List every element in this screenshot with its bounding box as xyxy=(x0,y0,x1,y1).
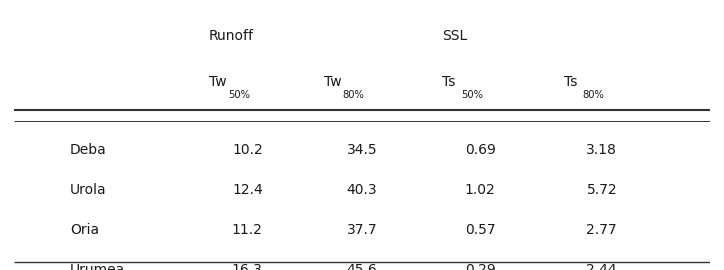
Text: 12.4: 12.4 xyxy=(232,183,263,197)
Text: 0.29: 0.29 xyxy=(465,263,495,270)
Text: 50%: 50% xyxy=(460,90,483,100)
Text: 50%: 50% xyxy=(228,90,250,100)
Text: Runoff: Runoff xyxy=(209,29,254,43)
Text: 1.02: 1.02 xyxy=(465,183,495,197)
Text: Urola: Urola xyxy=(70,183,106,197)
Text: Ts: Ts xyxy=(442,75,455,89)
Text: 2.44: 2.44 xyxy=(586,263,617,270)
Text: 11.2: 11.2 xyxy=(232,223,263,237)
Text: 2.77: 2.77 xyxy=(586,223,617,237)
Text: Oria: Oria xyxy=(70,223,99,237)
Text: 80%: 80% xyxy=(342,90,364,100)
Text: 16.3: 16.3 xyxy=(232,263,263,270)
Text: 40.3: 40.3 xyxy=(347,183,377,197)
Text: Ts: Ts xyxy=(563,75,577,89)
Text: 0.57: 0.57 xyxy=(465,223,495,237)
Text: 5.72: 5.72 xyxy=(586,183,617,197)
Text: Tw: Tw xyxy=(324,75,342,89)
Text: 3.18: 3.18 xyxy=(586,143,618,157)
Text: SSL: SSL xyxy=(442,29,467,43)
Text: 0.69: 0.69 xyxy=(465,143,496,157)
Text: Tw: Tw xyxy=(209,75,227,89)
Text: Urumea: Urumea xyxy=(70,263,125,270)
Text: 37.7: 37.7 xyxy=(347,223,377,237)
Text: 80%: 80% xyxy=(582,90,605,100)
Text: 34.5: 34.5 xyxy=(347,143,377,157)
Text: 45.6: 45.6 xyxy=(347,263,377,270)
Text: 10.2: 10.2 xyxy=(232,143,263,157)
Text: Deba: Deba xyxy=(70,143,107,157)
